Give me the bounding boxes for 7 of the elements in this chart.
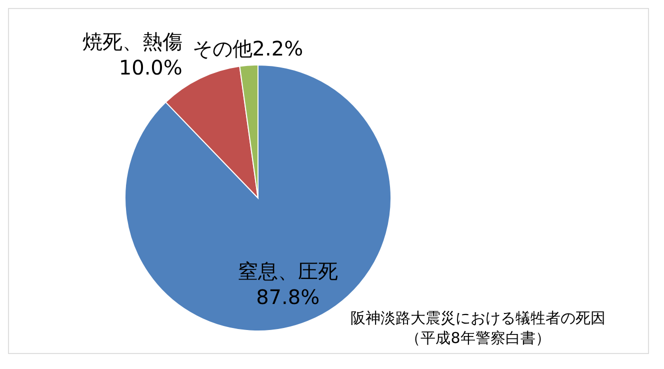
data-label: 10.0% [118, 55, 182, 80]
slice-label: その他2.2% [192, 36, 304, 60]
slice-label: 焼死、熱傷 [82, 29, 182, 54]
data-label: 87.8% [256, 285, 320, 310]
text: 阪神淡路大震災における犠牲者の死因 [350, 309, 606, 327]
slice-label: 窒息、圧死 [238, 259, 338, 284]
text: （平成8年警察白書） [406, 329, 550, 347]
